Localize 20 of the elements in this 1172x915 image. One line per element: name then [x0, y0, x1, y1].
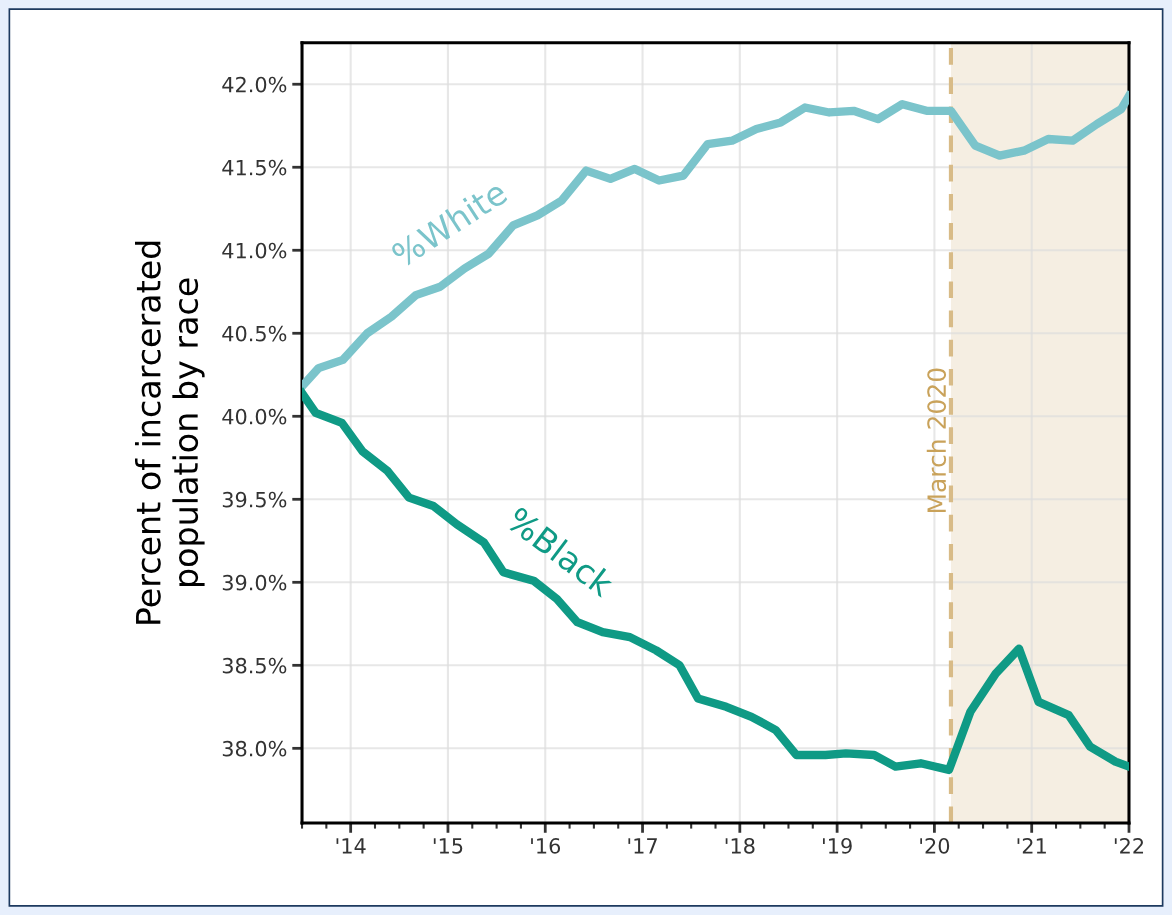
x-tick-label: '19: [823, 837, 852, 854]
y-tick-label: 40.5%: [222, 325, 287, 342]
y-tick-label: 39.0%: [222, 574, 287, 591]
x-tick-label: '15: [433, 838, 463, 854]
x-tick-label: '18: [725, 837, 755, 854]
y-tick-label: 38.0%: [222, 740, 287, 757]
y-tick-label: 42.0%: [222, 76, 287, 93]
x-tick-label: '17: [628, 838, 657, 854]
x-tick-label: '14: [336, 838, 366, 854]
x-tick-label: '16: [531, 837, 561, 854]
y-tick-label: 38.5%: [222, 657, 287, 674]
y-tick-label: 41.5%: [222, 159, 287, 176]
y-tick-label: 41.0%: [222, 242, 287, 259]
y-tick-label: 39.5%: [222, 491, 287, 508]
x-tick-label: '22: [1114, 837, 1144, 854]
y-axis-title: Percent of incarcerated population by race: [135, 241, 205, 624]
x-tick-label: '20: [920, 837, 950, 854]
y-tick-label: 40.0%: [222, 408, 287, 425]
ref-line-label: March 2020: [926, 368, 947, 513]
x-tick-label: '21: [1017, 837, 1046, 854]
